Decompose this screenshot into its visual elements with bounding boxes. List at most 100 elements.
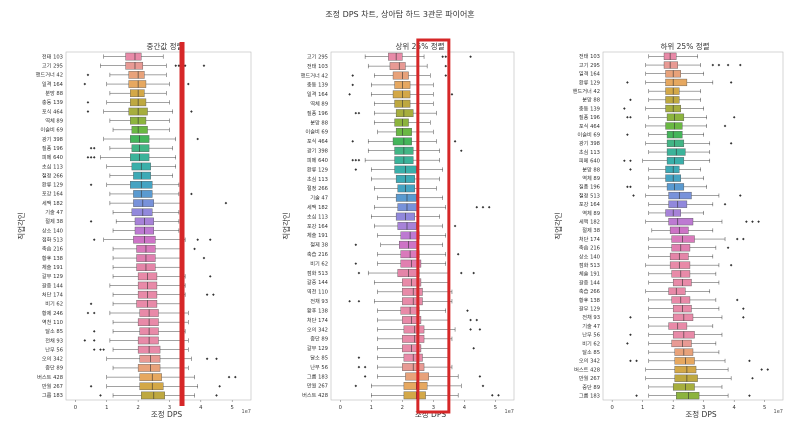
box-iqr xyxy=(668,287,686,295)
outlier-point xyxy=(183,64,187,68)
y-tick-label: 축습 216 xyxy=(42,245,63,253)
outlier-point xyxy=(89,156,93,159)
outlier-point xyxy=(626,342,629,345)
x-tick-label: 0 xyxy=(339,405,342,411)
y-tick-label: 전채 93 xyxy=(310,297,328,305)
box-iqr xyxy=(674,357,695,365)
box-iqr xyxy=(665,165,680,174)
box-iqr xyxy=(671,339,692,348)
outlier-point xyxy=(354,243,358,247)
box-iqr xyxy=(663,61,678,69)
box-iqr xyxy=(666,113,685,121)
box-iqr xyxy=(674,365,697,374)
y-tick-label: 축습 216 xyxy=(307,250,328,258)
outlier-point xyxy=(456,252,460,256)
box-iqr xyxy=(137,364,161,372)
box-iqr xyxy=(668,191,692,200)
outlier-point xyxy=(751,376,754,380)
y-tick-label: 포식 464 xyxy=(579,122,601,130)
box-iqr xyxy=(400,259,422,268)
outlier-point xyxy=(459,271,463,275)
y-tick-label: 그룹 183 xyxy=(579,392,600,399)
outlier-point xyxy=(202,64,206,68)
chart-title: 상위 25% 정렬 xyxy=(395,41,444,51)
outlier-point xyxy=(745,220,748,223)
box-iqr xyxy=(128,80,147,88)
y-tick-label: 갈증 144 xyxy=(579,278,601,286)
box-iqr xyxy=(131,208,153,217)
outlier-point xyxy=(626,81,629,84)
outlier-point xyxy=(99,348,102,351)
y-tick-label: 광기 398 xyxy=(307,147,328,155)
x-tick-label: 1 xyxy=(370,405,373,411)
box-iqr xyxy=(128,71,145,79)
x-tick-label: 1 xyxy=(641,405,644,411)
outlier-point xyxy=(748,359,751,363)
y-tick-label: 포강 164 xyxy=(579,201,601,208)
outlier-point xyxy=(354,111,358,115)
x-tick-label: 0 xyxy=(74,405,77,411)
y-tick-label: 질풍 196 xyxy=(579,183,600,191)
outlier-point xyxy=(735,298,739,302)
y-tick-label: 기술 47 xyxy=(310,194,328,202)
y-tick-label: 체술 191 xyxy=(579,270,600,278)
outlier-point xyxy=(354,168,358,171)
y-tick-label: 질풍 196 xyxy=(307,109,328,117)
outlier-point xyxy=(742,237,745,241)
outlier-point xyxy=(490,393,494,397)
y-tick-label: 광기 398 xyxy=(42,135,63,143)
box-iqr xyxy=(402,287,423,296)
y-tick-label: 분망 88 xyxy=(582,166,600,173)
y-tick-label: 포식 464 xyxy=(307,137,329,145)
y-tick-label: 기술 47 xyxy=(582,322,600,330)
chart-title: 중간값 정렬 xyxy=(147,41,184,51)
y-tick-label: 달소 85 xyxy=(582,348,600,356)
box-iqr xyxy=(672,313,694,321)
y-tick-label: 비기 62 xyxy=(45,300,63,308)
y-tick-label: 절제 38 xyxy=(582,226,600,234)
y-tick-label: 절제 38 xyxy=(45,217,63,225)
outlier-point xyxy=(478,375,482,378)
box-iqr xyxy=(395,128,412,136)
outlier-point xyxy=(629,159,632,163)
y-tick-label: 일격 164 xyxy=(579,70,601,78)
outlier-point xyxy=(363,375,367,378)
outlier-point xyxy=(766,368,770,371)
y-tick-label: 오의 342 xyxy=(579,358,600,365)
box-iqr xyxy=(137,318,159,326)
outlier-point xyxy=(215,394,218,397)
y-tick-label: 만월 267 xyxy=(579,374,600,382)
outlier-point xyxy=(205,293,209,296)
outlier-point xyxy=(626,185,629,189)
box-iqr xyxy=(133,199,154,207)
x-axis-offset-label: 1e7 xyxy=(774,409,783,415)
highlight-marker xyxy=(179,42,185,406)
chart-panel-1: 중간값 정렬 0 1 2 3 4 5 1e7 조정 DPS 직업각인 전태 103 고기 295핸드거… xyxy=(16,41,252,419)
y-tick-label: 갈무 129 xyxy=(307,344,328,352)
outlier-point xyxy=(196,137,199,141)
y-tick-label: 그룹 183 xyxy=(42,392,63,399)
box-iqr xyxy=(130,89,145,97)
outlier-point xyxy=(357,158,361,162)
y-tick-label: 핸드거너 42 xyxy=(573,87,600,95)
outlier-point xyxy=(742,307,745,310)
y-tick-label: 황후 138 xyxy=(307,306,328,314)
y-tick-label: 황제 246 xyxy=(42,309,63,317)
box-iqr xyxy=(139,382,164,391)
y-tick-label: 오의 342 xyxy=(42,356,63,363)
y-tick-label: 난무 56 xyxy=(45,345,63,353)
y-tick-label: 전태 103 xyxy=(307,62,328,70)
box-iqr xyxy=(403,391,426,400)
outlier-point xyxy=(99,394,102,397)
outlier-point xyxy=(481,205,485,209)
box-iqr xyxy=(139,355,161,363)
y-tick-label: 축습 266 xyxy=(579,287,600,295)
box-iqr xyxy=(133,190,153,198)
box-iqr xyxy=(674,374,698,382)
x-tick-label: 3 xyxy=(168,405,171,411)
outlier-point xyxy=(475,205,479,209)
y-tick-label: 피메 640 xyxy=(579,157,600,165)
outlier-point xyxy=(205,357,209,361)
y-tick-label: 세맥 182 xyxy=(307,203,328,211)
